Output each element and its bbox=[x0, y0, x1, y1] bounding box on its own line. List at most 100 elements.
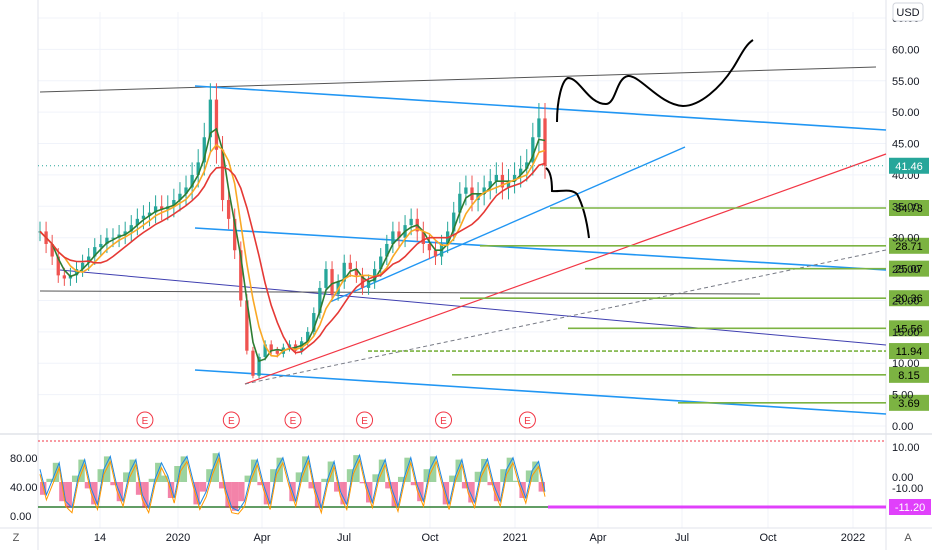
candle-body bbox=[519, 168, 523, 175]
candle-body bbox=[458, 193, 462, 213]
candle-body bbox=[372, 269, 377, 282]
oscillator-bar bbox=[155, 462, 162, 482]
trend-line-flat[interactable] bbox=[39, 290, 761, 295]
trend-line-top[interactable] bbox=[39, 66, 877, 93]
earnings-marker[interactable] bbox=[136, 411, 154, 429]
oscillator-bar bbox=[391, 482, 398, 507]
oscillator-bar bbox=[493, 482, 501, 502]
candle-body bbox=[123, 231, 127, 235]
candle-body bbox=[409, 218, 413, 226]
channel-lower[interactable] bbox=[194, 369, 887, 415]
level-label-25.07: 25.07 bbox=[895, 264, 923, 276]
oscillator-current-badge bbox=[889, 499, 931, 515]
earnings-marker[interactable] bbox=[284, 411, 302, 429]
candle-body bbox=[62, 275, 66, 279]
oscillator-bar bbox=[410, 482, 418, 486]
level-label-box-20.36 bbox=[889, 290, 929, 307]
oscillator-bar bbox=[308, 482, 315, 489]
horizontal-levels[interactable]: 34.73 28.71 25.07 20.36 15.56 11.94 8.15 3.69 bbox=[368, 200, 929, 411]
candle-body bbox=[160, 206, 164, 210]
candle-body bbox=[56, 256, 60, 276]
candle-body bbox=[366, 281, 371, 288]
oscillator-bar bbox=[52, 462, 60, 482]
price-tick-label: 55.00 bbox=[892, 76, 920, 88]
oscillator-left-tick: 0.00 bbox=[10, 511, 31, 523]
oscillator-bar bbox=[353, 455, 360, 482]
current-price-badge bbox=[889, 157, 929, 174]
oscillator-bar bbox=[78, 459, 85, 482]
candle-body bbox=[251, 350, 255, 376]
candle-body bbox=[391, 231, 395, 244]
price-tick-label: 60.00 bbox=[892, 44, 920, 56]
oscillator-signal bbox=[39, 456, 546, 515]
freehand-drawing-projection[interactable] bbox=[556, 39, 754, 123]
oscillator-bar bbox=[487, 482, 494, 486]
oscillator-right-tick: -10.00 bbox=[892, 483, 923, 495]
candle-body bbox=[324, 269, 328, 288]
candle-body bbox=[306, 331, 310, 342]
earnings-marker[interactable] bbox=[435, 411, 453, 429]
oscillator-bar bbox=[359, 482, 367, 484]
freehand-drawing-drop[interactable] bbox=[545, 167, 590, 239]
candle-body bbox=[354, 269, 359, 276]
time-tick-label: Oct bbox=[421, 532, 438, 544]
time-tick-label: Jul bbox=[675, 532, 689, 544]
level-label-3.69: 3.69 bbox=[898, 398, 919, 410]
oscillator-bar bbox=[468, 482, 475, 503]
trend-line-blue[interactable] bbox=[59, 269, 887, 346]
candle-body bbox=[543, 118, 547, 166]
trend-line-red[interactable] bbox=[244, 153, 887, 385]
candle-body bbox=[135, 218, 140, 226]
time-tick-label: 2021 bbox=[503, 532, 527, 544]
oscillator-bar bbox=[321, 478, 328, 482]
price-tick-label: 25.00 bbox=[892, 264, 920, 276]
price-tick-label: 5.00 bbox=[892, 390, 913, 402]
candle-body bbox=[178, 193, 182, 201]
price-tick-label: 35.00 bbox=[892, 201, 920, 213]
trend-line-rising[interactable] bbox=[329, 146, 686, 303]
earnings-marker[interactable] bbox=[222, 411, 240, 429]
earnings-marker[interactable] bbox=[356, 411, 374, 429]
candle-body bbox=[452, 212, 456, 232]
candle-body bbox=[184, 187, 188, 194]
oscillator-bar bbox=[71, 475, 79, 482]
oscillator-bar bbox=[334, 482, 341, 492]
oscillator-bar bbox=[231, 482, 239, 511]
oscillator-bar bbox=[404, 457, 411, 482]
candle-body bbox=[421, 231, 425, 244]
earnings-marker[interactable] bbox=[518, 411, 536, 429]
oscillator-bar bbox=[525, 470, 533, 482]
oscillator-bar bbox=[506, 457, 514, 482]
channel-middle[interactable] bbox=[194, 227, 887, 271]
oscillator-bar bbox=[385, 482, 392, 489]
price-tick-label: 30.00 bbox=[892, 233, 920, 245]
oscillator-bar bbox=[116, 482, 124, 502]
price-tick-label: 15.00 bbox=[892, 327, 920, 339]
oscillator-bar bbox=[206, 469, 213, 482]
ma-mid-line bbox=[39, 143, 546, 358]
candle-body bbox=[245, 300, 249, 351]
candle-body bbox=[494, 174, 498, 182]
time-tick-label: Jul bbox=[337, 532, 351, 544]
candle-body bbox=[379, 256, 383, 270]
chart-drawings[interactable] bbox=[38, 39, 887, 415]
corner-left-label: Z bbox=[13, 532, 20, 544]
oscillator-bar bbox=[263, 482, 271, 505]
channel-upper[interactable] bbox=[194, 85, 887, 131]
currency-button[interactable] bbox=[892, 2, 924, 22]
oscillator-bar bbox=[474, 471, 482, 482]
oscillator-bar bbox=[46, 478, 53, 482]
trend-line-dashed[interactable] bbox=[244, 249, 887, 385]
oscillator-bar bbox=[397, 476, 405, 482]
candle-body bbox=[263, 344, 267, 357]
level-label-28.71: 28.71 bbox=[895, 241, 923, 253]
candle-body bbox=[488, 181, 492, 188]
earnings-marker-label: E bbox=[290, 416, 297, 427]
oscillator-bar bbox=[270, 469, 277, 482]
oscillator-bar bbox=[167, 482, 175, 498]
candle-body bbox=[74, 269, 79, 276]
oscillator-bar bbox=[218, 482, 226, 489]
